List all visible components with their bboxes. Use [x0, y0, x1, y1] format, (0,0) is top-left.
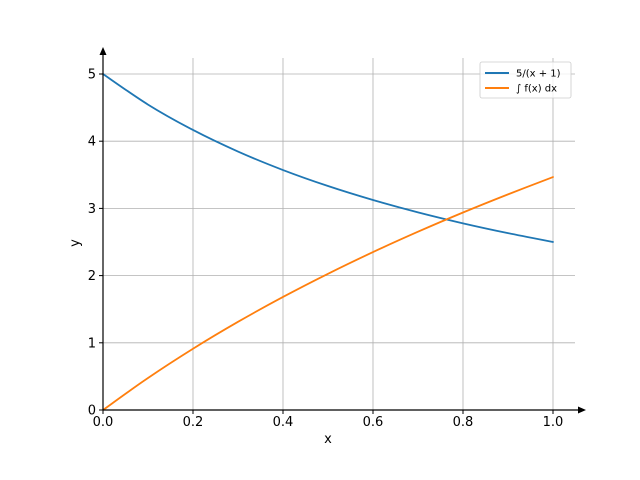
x-tick-label: 0.2: [183, 415, 204, 430]
x-axis-label: x: [324, 432, 332, 447]
y-axis-arrow: [99, 47, 107, 55]
y-tick-label: 3: [88, 202, 96, 217]
y-axis-label: y: [68, 239, 83, 247]
legend: 5/(x + 1) ∫ f(x) dx: [479, 61, 572, 99]
y-tick-label: 4: [88, 135, 96, 150]
y-tick-label: 1: [88, 336, 96, 351]
tick-marks: 0.0 0.2 0.4 0.6 0.8 1.0 0 1 2 3 4 5: [88, 68, 564, 431]
series-line-2: [102, 176, 554, 411]
grid-lines: [102, 58, 575, 411]
x-tick-label: 0.4: [273, 415, 294, 430]
y-tick-label: 5: [88, 68, 96, 83]
y-tick-label: 0: [88, 404, 96, 419]
legend-label-series-1: 5/(x + 1): [516, 69, 561, 80]
legend-label-series-2: ∫ f(x) dx: [516, 84, 557, 95]
x-tick-label: 1.0: [543, 415, 564, 430]
x-tick-label: 0.0: [93, 415, 114, 430]
x-tick-label: 0.8: [453, 415, 474, 430]
x-tick-label: 0.6: [363, 415, 384, 430]
axes: [99, 47, 586, 414]
series-lines: [102, 73, 554, 411]
series-line-1: [102, 73, 554, 243]
y-tick-label: 2: [88, 269, 96, 284]
x-axis-arrow: [578, 406, 586, 414]
